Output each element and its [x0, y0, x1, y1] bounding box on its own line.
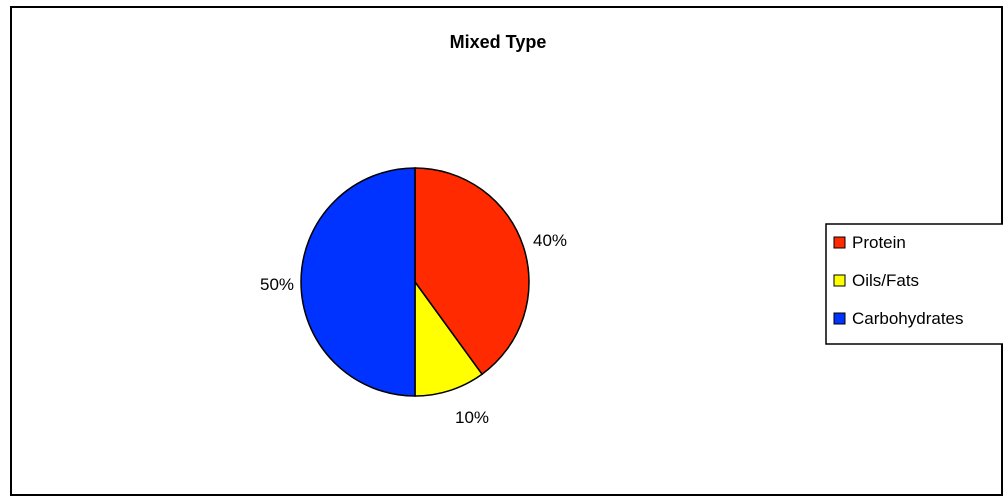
percent-labels: 40% 10% 50%: [260, 231, 567, 427]
slice-label-protein: 40%: [533, 231, 567, 250]
slice-label-oils-fats: 10%: [455, 408, 489, 427]
pie-slices: [300, 167, 530, 397]
legend-swatch: [833, 312, 846, 325]
legend-label: Carbohydrates: [852, 309, 964, 328]
legend-label: Protein: [852, 233, 906, 252]
legend-label: Oils/Fats: [852, 271, 919, 290]
legend-swatch: [833, 274, 846, 287]
legend-swatch: [833, 236, 846, 249]
slice-label-carbohydrates: 50%: [260, 275, 294, 294]
pie-slice-oils-fats: [414, 279, 484, 397]
legend: Protein Oils/Fats Carbohydrates: [825, 223, 1003, 345]
legend-box: [825, 223, 1003, 345]
pie-slice-carbohydrates: [300, 167, 416, 397]
chart-title: Mixed Type: [450, 32, 547, 52]
pie-slice-protein: [414, 167, 530, 376]
